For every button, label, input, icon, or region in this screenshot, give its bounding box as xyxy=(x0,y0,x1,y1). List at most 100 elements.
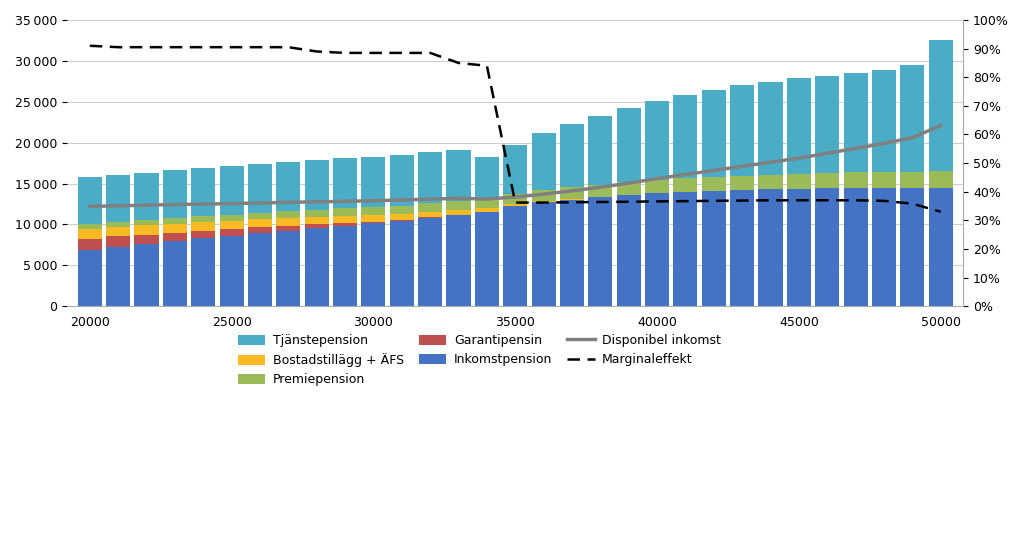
Disponibel inkomst xyxy=(878,140,890,147)
Bar xyxy=(418,153,442,203)
Marginaleffekt xyxy=(84,42,96,49)
Bar xyxy=(276,226,300,231)
Bar xyxy=(645,193,669,306)
Bar xyxy=(560,187,584,199)
Marginaleffekt xyxy=(679,198,691,204)
Marginaleffekt xyxy=(708,198,720,204)
Bar xyxy=(588,116,612,185)
Marginaleffekt xyxy=(509,199,521,206)
Disponibel inkomst xyxy=(283,199,295,206)
Disponibel inkomst xyxy=(310,199,323,205)
Bar xyxy=(305,224,329,228)
Bar xyxy=(588,185,612,197)
Bar xyxy=(390,155,414,205)
Bar xyxy=(844,172,867,188)
Bar xyxy=(645,102,669,180)
Bar xyxy=(531,190,556,201)
Disponibel inkomst xyxy=(736,163,749,170)
Bar xyxy=(786,189,811,306)
Marginaleffekt xyxy=(283,44,295,51)
Bar xyxy=(531,203,556,306)
Bar xyxy=(191,216,215,222)
Bar xyxy=(134,220,159,225)
Marginaleffekt xyxy=(225,44,238,51)
Bar xyxy=(333,208,357,216)
Marginaleffekt xyxy=(339,49,351,56)
Disponibel inkomst xyxy=(112,203,124,209)
Bar xyxy=(759,82,782,175)
Bar xyxy=(333,158,357,208)
Bar xyxy=(163,170,187,218)
Marginaleffekt xyxy=(878,198,890,204)
Bar xyxy=(305,228,329,306)
Bar xyxy=(759,175,782,189)
Bar xyxy=(929,41,952,171)
Disponibel inkomst xyxy=(140,202,153,209)
Bar xyxy=(531,133,556,190)
Disponibel inkomst xyxy=(339,198,351,205)
Bar xyxy=(219,221,244,229)
Bar xyxy=(900,65,925,172)
Bar xyxy=(78,177,101,225)
Bar xyxy=(844,188,867,306)
Bar xyxy=(163,241,187,306)
Disponibel inkomst xyxy=(169,201,181,208)
Bar xyxy=(503,194,527,204)
Bar xyxy=(191,169,215,216)
Bar xyxy=(730,176,755,190)
Bar xyxy=(446,210,471,215)
Marginaleffekt xyxy=(453,60,465,66)
Bar xyxy=(361,215,385,222)
Marginaleffekt xyxy=(140,44,153,51)
Bar xyxy=(333,216,357,222)
Marginaleffekt xyxy=(764,197,776,204)
Bar xyxy=(361,223,385,306)
Bar xyxy=(900,188,925,306)
Disponibel inkomst xyxy=(225,200,238,207)
Bar xyxy=(588,198,612,306)
Disponibel inkomst xyxy=(566,188,579,194)
Disponibel inkomst xyxy=(821,150,834,156)
Bar xyxy=(786,79,811,174)
Bar xyxy=(475,198,499,208)
Bar xyxy=(248,220,272,227)
Bar xyxy=(786,174,811,189)
Marginaleffekt xyxy=(538,199,550,206)
Disponibel inkomst xyxy=(679,171,691,178)
Bar xyxy=(701,191,726,306)
Bar xyxy=(333,226,357,306)
Bar xyxy=(305,160,329,210)
Bar xyxy=(446,215,471,306)
Disponibel inkomst xyxy=(480,196,493,203)
Bar xyxy=(163,233,187,241)
Marginaleffekt xyxy=(651,198,664,205)
Bar xyxy=(78,250,101,306)
Bar xyxy=(616,182,641,195)
Disponibel inkomst xyxy=(935,122,947,129)
Bar xyxy=(390,221,414,306)
Bar xyxy=(503,206,527,306)
Disponibel inkomst xyxy=(623,180,635,187)
Bar xyxy=(446,150,471,201)
Disponibel inkomst xyxy=(708,167,720,173)
Legend: Tjänstepension, Bostadstillägg + ÄFS, Premiepension, Garantipensin, Inkomstpensi: Tjänstepension, Bostadstillägg + ÄFS, Pr… xyxy=(232,329,726,391)
Marginaleffekt xyxy=(254,44,266,51)
Bar xyxy=(134,172,159,220)
Disponibel inkomst xyxy=(850,145,862,152)
Bar xyxy=(674,178,697,192)
Marginaleffekt xyxy=(368,49,380,56)
Disponibel inkomst xyxy=(84,203,96,210)
Bar xyxy=(815,173,840,188)
Bar xyxy=(276,231,300,306)
Bar xyxy=(361,222,385,223)
Marginaleffekt xyxy=(310,48,323,55)
Bar xyxy=(560,200,584,306)
Bar xyxy=(276,211,300,219)
Bar xyxy=(305,210,329,217)
Line: Marginaleffekt: Marginaleffekt xyxy=(90,46,941,212)
Bar xyxy=(248,212,272,220)
Bar xyxy=(446,201,471,210)
Bar xyxy=(730,190,755,306)
Disponibel inkomst xyxy=(453,195,465,201)
Bar xyxy=(361,157,385,207)
